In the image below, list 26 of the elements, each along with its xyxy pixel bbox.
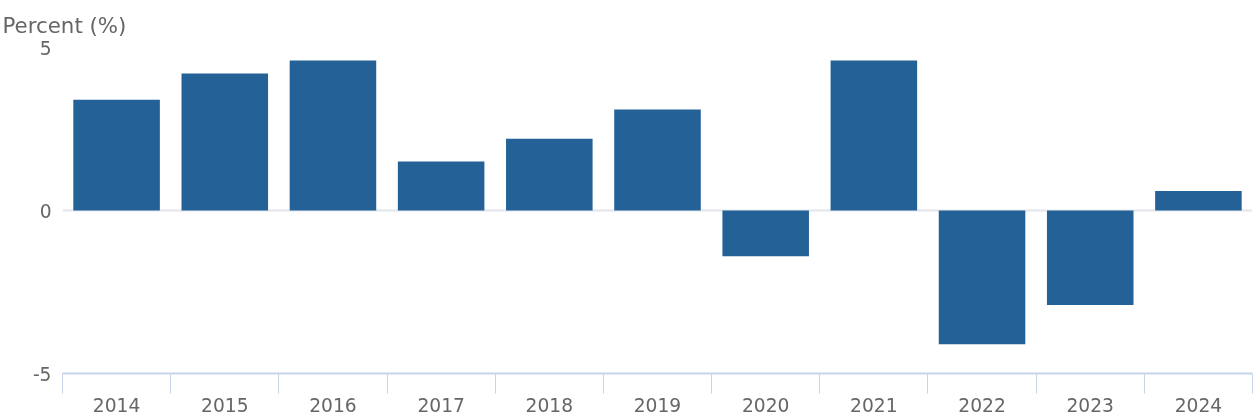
x-tick-label: 2016 (309, 394, 357, 414)
bar (506, 138, 593, 211)
bar (1046, 210, 1134, 306)
bar (1155, 190, 1242, 211)
x-tick-label: 2019 (633, 394, 682, 414)
x-tick-label: 2018 (525, 394, 574, 414)
bar (722, 210, 809, 257)
bar (614, 109, 701, 211)
x-tick-label: 2021 (850, 394, 898, 414)
bar (397, 161, 485, 211)
bar (181, 73, 269, 211)
bar (73, 99, 160, 211)
x-tick-label: 2024 (1174, 394, 1223, 414)
y-axis-title: Percent (%) (2, 12, 127, 38)
x-tick-label: 2017 (417, 394, 465, 414)
x-tick-label: 2014 (92, 394, 141, 414)
y-tick-label: 5 (39, 37, 52, 59)
x-tick-label: 2015 (201, 394, 249, 414)
x-tick-label: 2020 (741, 394, 790, 414)
x-tick-label: 2022 (958, 394, 1006, 414)
y-tick-label: 0 (39, 200, 52, 222)
x-tick-label: 2023 (1066, 394, 1114, 414)
bar (938, 210, 1026, 345)
bar (830, 60, 918, 211)
bar (289, 60, 377, 211)
y-tick-label: -5 (32, 363, 52, 385)
